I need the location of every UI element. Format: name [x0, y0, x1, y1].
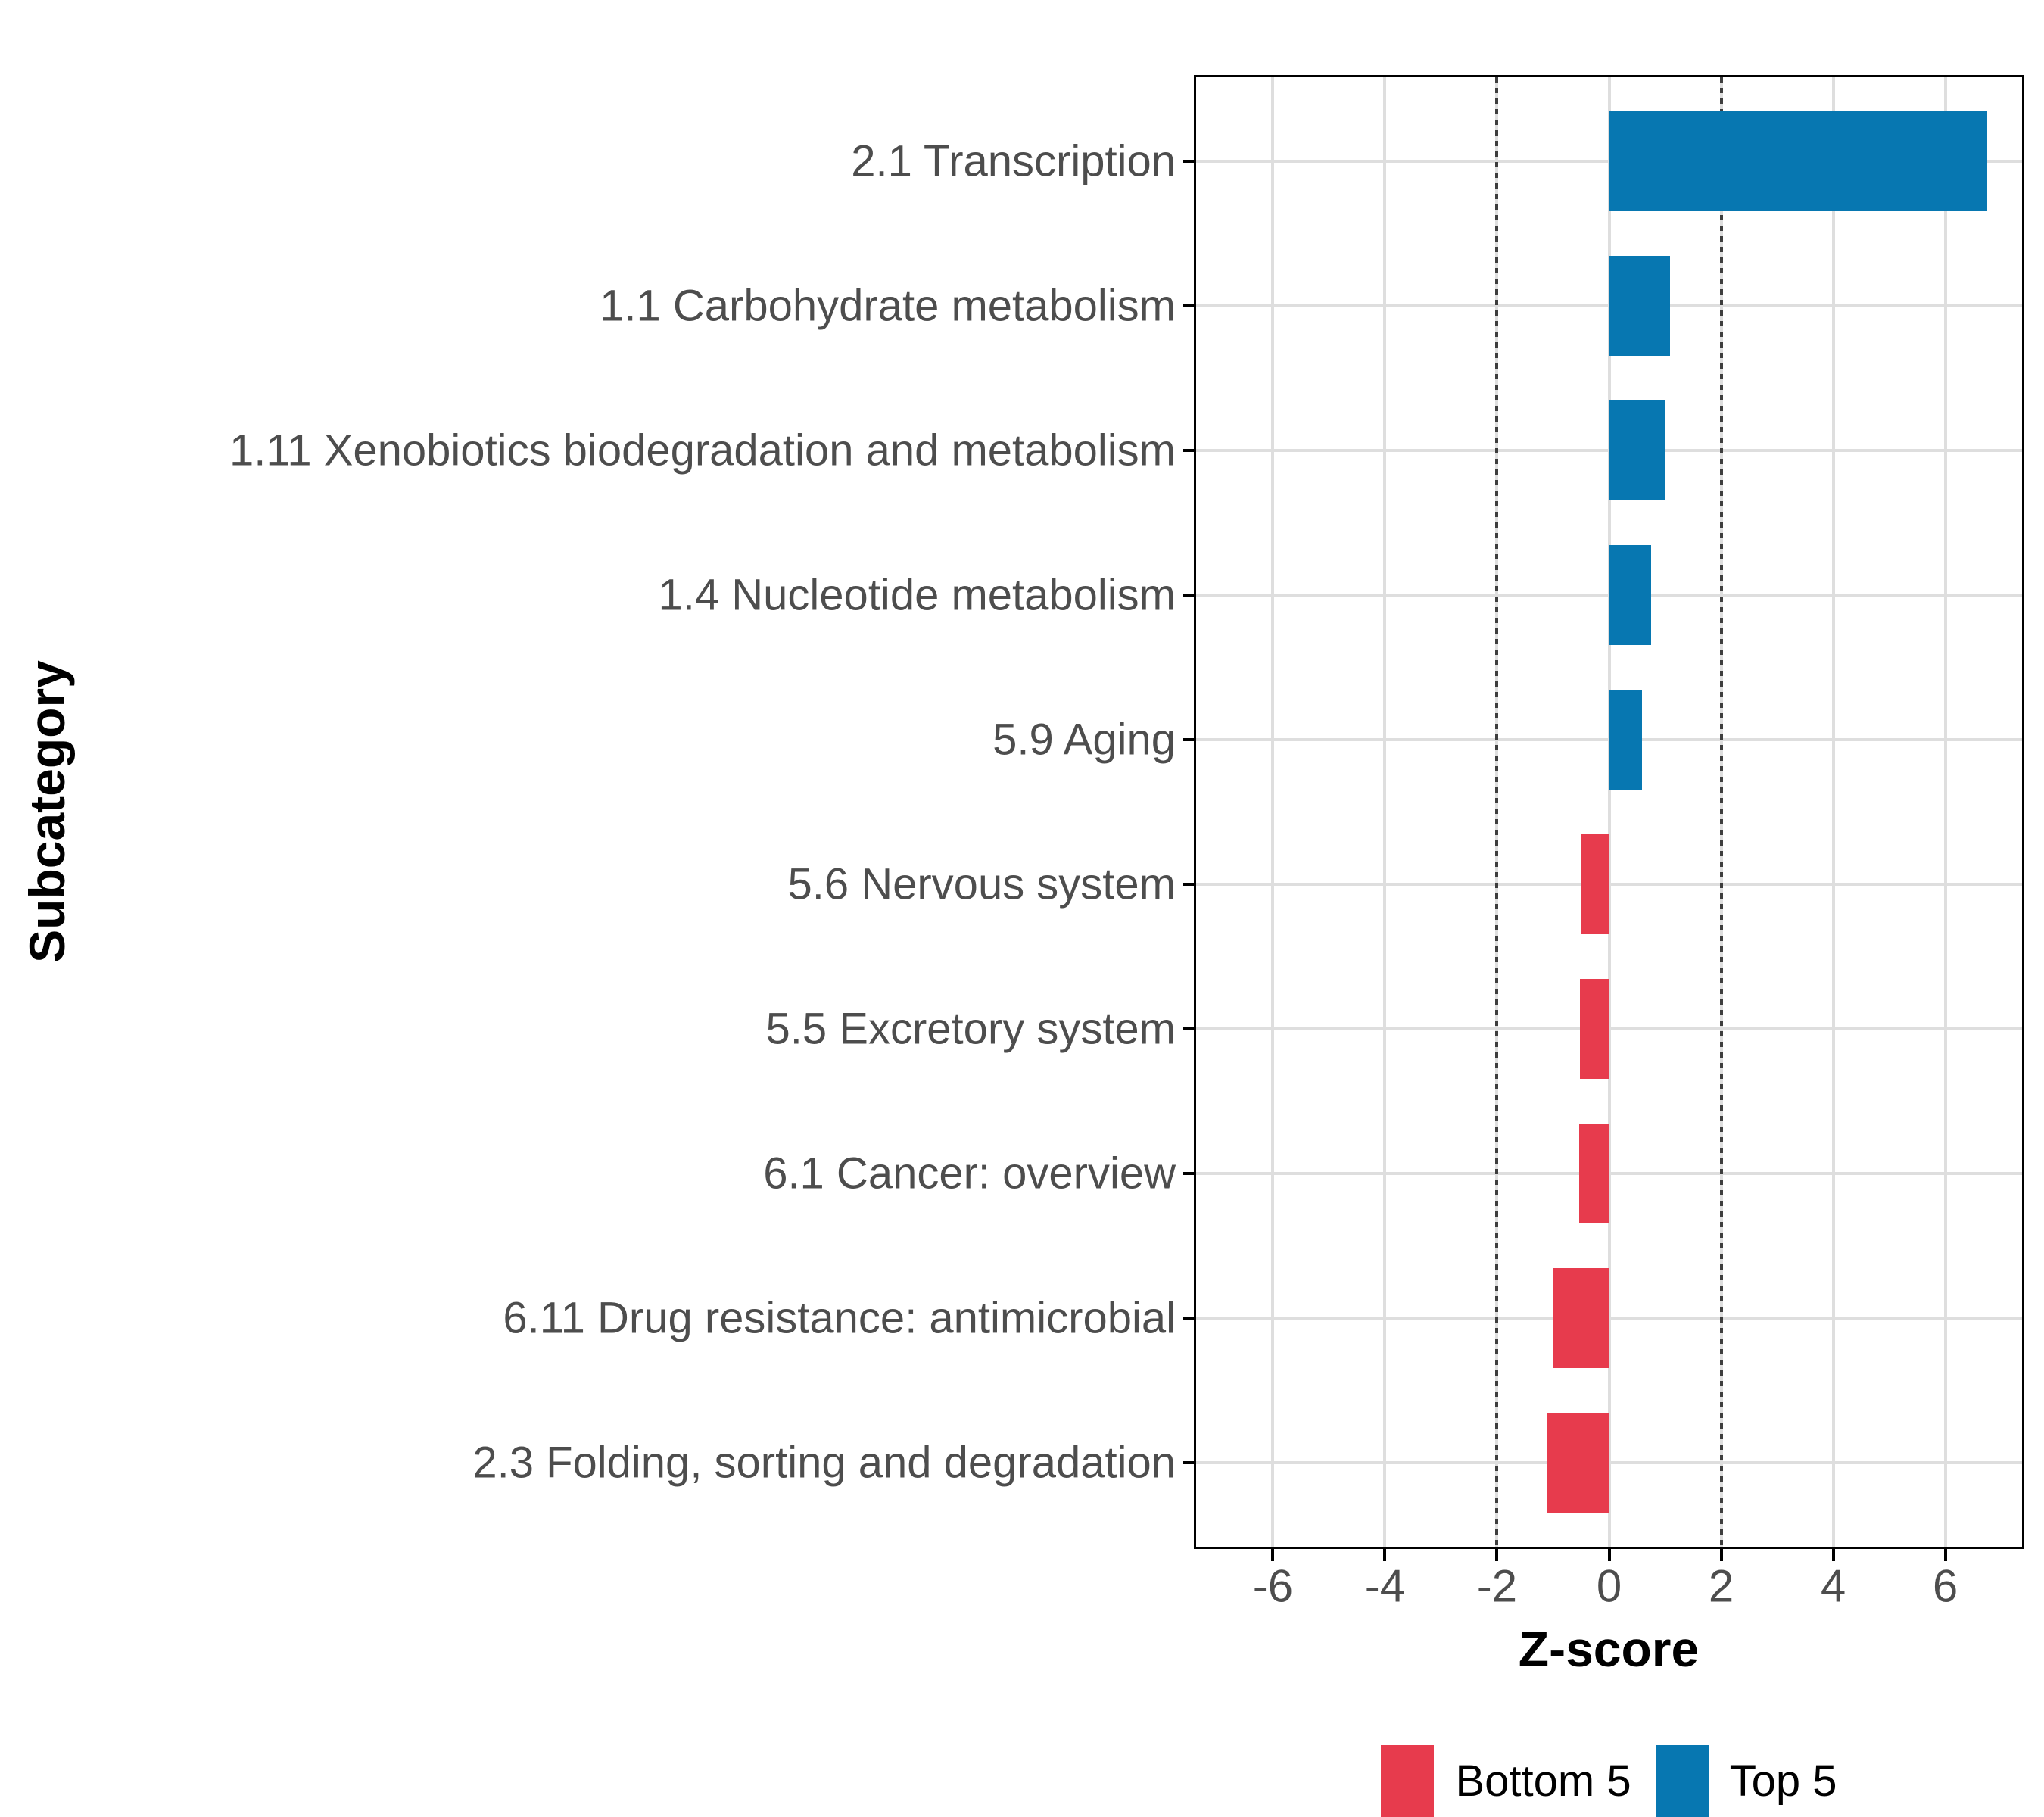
category-label: 2.1 Transcription — [851, 136, 1176, 186]
x-tick-mark — [1831, 1549, 1835, 1561]
category-label: 5.6 Nervous system — [787, 859, 1176, 909]
y-tick-mark — [1183, 1172, 1194, 1175]
bar — [1580, 834, 1609, 934]
bar — [1609, 545, 1651, 645]
x-axis-title: Z-score — [1518, 1621, 1700, 1677]
legend-item: Top 5 — [1655, 1745, 1837, 1817]
legend-swatch — [1655, 1745, 1709, 1817]
legend-item: Bottom 5 — [1381, 1745, 1631, 1817]
category-label: 2.3 Folding, sorting and degradation — [472, 1438, 1176, 1488]
x-tick-mark — [1271, 1549, 1275, 1561]
y-gridline — [1196, 1461, 2022, 1464]
x-tick-mark — [1495, 1549, 1499, 1561]
plot-panel — [1194, 75, 2024, 1549]
category-label: 1.1 Carbohydrate metabolism — [600, 281, 1176, 331]
bar — [1553, 1268, 1609, 1368]
legend: Bottom 5 Top 5 — [1194, 1738, 2024, 1817]
y-tick-mark — [1183, 1461, 1194, 1464]
y-tick-mark — [1183, 738, 1194, 741]
x-tick-label: -4 — [1364, 1560, 1406, 1612]
bar — [1609, 256, 1671, 356]
bar — [1580, 979, 1609, 1079]
y-tick-mark — [1183, 1317, 1194, 1320]
x-tick-label: 4 — [1820, 1560, 1846, 1612]
x-tick-label: -2 — [1476, 1560, 1518, 1612]
x-tick-mark — [1719, 1549, 1723, 1561]
bar — [1609, 400, 1665, 500]
y-gridline — [1196, 1172, 2022, 1175]
bar — [1609, 690, 1643, 790]
category-label: 5.5 Excretory system — [765, 1004, 1176, 1054]
x-tick-label: 0 — [1596, 1560, 1622, 1612]
y-gridline — [1196, 1027, 2022, 1030]
x-gridline — [1943, 77, 1947, 1547]
y-gridline — [1196, 883, 2022, 886]
y-tick-mark — [1183, 160, 1194, 163]
x-tick-mark — [1943, 1549, 1947, 1561]
bar — [1609, 111, 1988, 211]
x-gridline — [1607, 77, 1611, 1547]
y-axis-title: Subcategory — [19, 660, 75, 963]
category-label: 1.11 Xenobiotics biodegradation and meta… — [229, 425, 1176, 475]
category-label: 1.4 Nucleotide metabolism — [658, 570, 1176, 620]
reference-line — [1495, 77, 1499, 1547]
y-tick-mark — [1183, 449, 1194, 452]
x-tick-label: 6 — [1932, 1560, 1958, 1612]
y-tick-mark — [1183, 1027, 1194, 1030]
bar — [1579, 1124, 1609, 1223]
x-tick-mark — [1607, 1549, 1611, 1561]
legend-label: Top 5 — [1729, 1756, 1837, 1806]
y-tick-mark — [1183, 883, 1194, 886]
category-label: 5.9 Aging — [992, 715, 1176, 765]
x-tick-mark — [1383, 1549, 1387, 1561]
y-tick-mark — [1183, 594, 1194, 597]
category-label: 6.11 Drug resistance: antimicrobial — [503, 1293, 1176, 1343]
bar — [1547, 1413, 1609, 1513]
y-tick-mark — [1183, 304, 1194, 307]
x-gridline — [1383, 77, 1387, 1547]
x-tick-label: -6 — [1252, 1560, 1294, 1612]
x-tick-label: 2 — [1708, 1560, 1734, 1612]
y-gridline — [1196, 1317, 2022, 1320]
reference-line — [1719, 77, 1723, 1547]
category-label: 6.1 Cancer: overview — [763, 1148, 1176, 1198]
legend-label: Bottom 5 — [1455, 1756, 1631, 1806]
x-gridline — [1271, 77, 1275, 1547]
legend-swatch — [1381, 1745, 1435, 1817]
x-gridline — [1831, 77, 1835, 1547]
